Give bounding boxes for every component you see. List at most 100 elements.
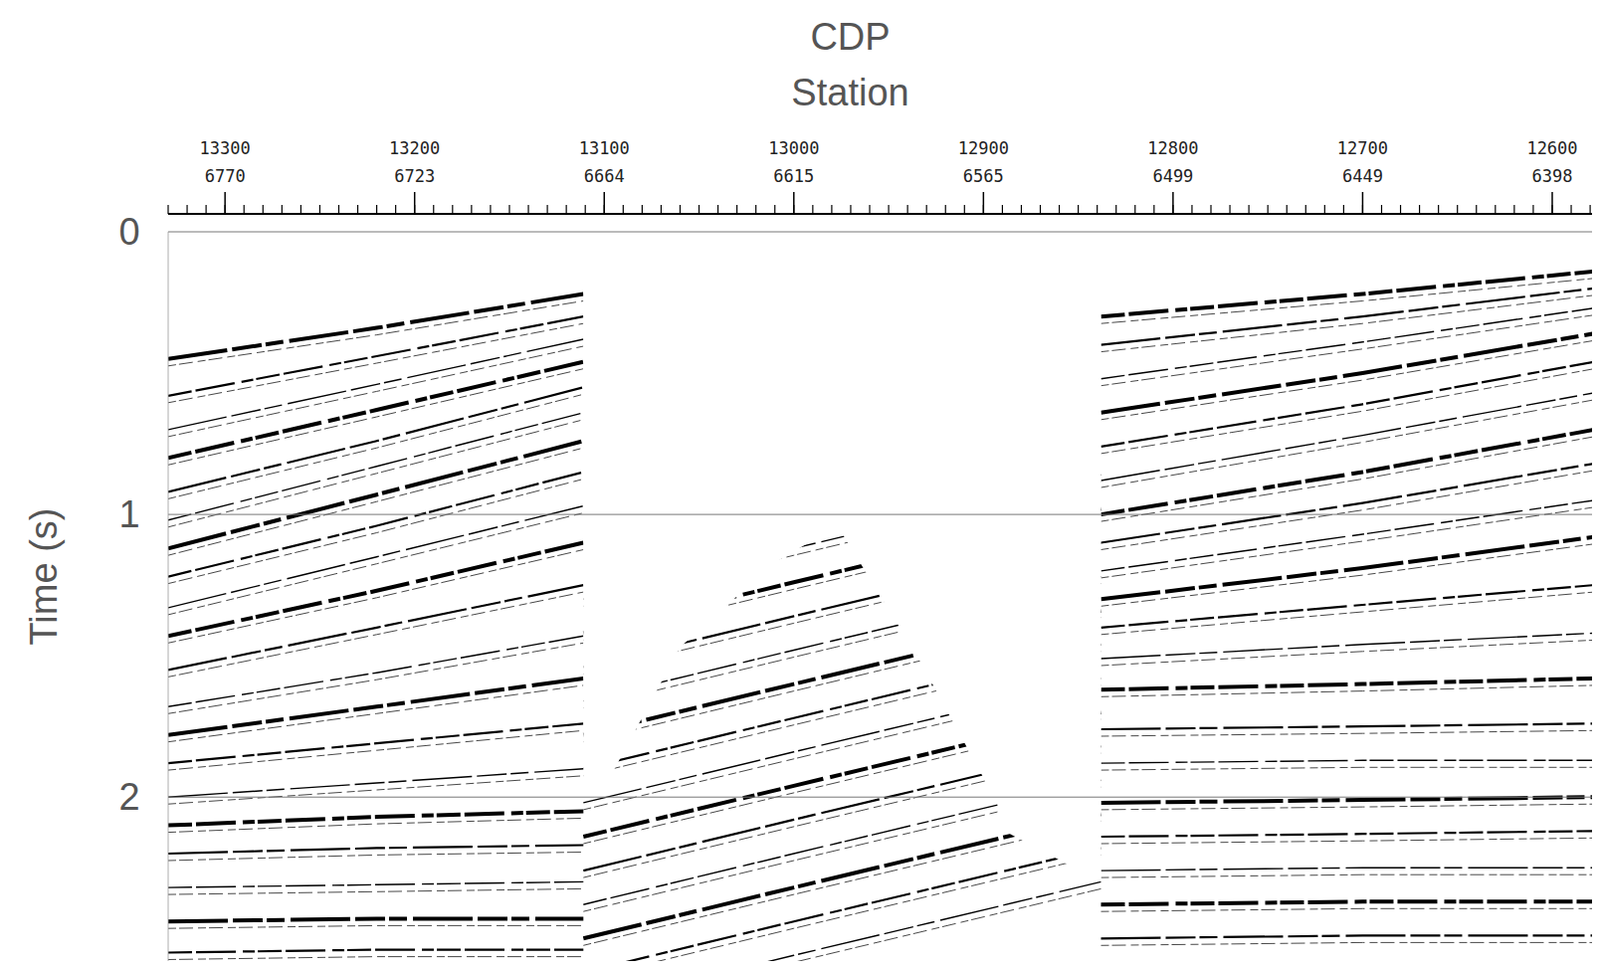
reflector — [1101, 760, 1594, 764]
reflector — [168, 918, 584, 922]
minor-tick — [1058, 204, 1060, 214]
minor-tick — [1570, 204, 1572, 214]
reflector — [1101, 901, 1594, 905]
x-axis-title: CDP — [809, 15, 890, 58]
minor-tick — [1153, 204, 1155, 214]
minor-tick — [679, 204, 681, 214]
x-tick-label: 12800 — [1147, 138, 1199, 159]
minor-tick — [1001, 204, 1003, 214]
reflector-trace — [1101, 369, 1594, 454]
reflector-trace — [1101, 507, 1594, 579]
minor-tick — [1494, 204, 1496, 214]
minor-tick — [717, 204, 719, 214]
y-tick-label: 0 — [118, 210, 140, 253]
minor-tick — [1400, 204, 1401, 214]
reflector-trace — [168, 346, 584, 437]
x-tick-label: 13000 — [768, 138, 819, 159]
reflector — [1101, 678, 1594, 690]
station-label: 6770 — [204, 166, 246, 187]
minor-tick — [1589, 204, 1591, 214]
reflector — [168, 316, 584, 397]
station-label: 6449 — [1342, 166, 1384, 187]
reflector-trace — [168, 550, 584, 644]
reflector-trace — [168, 730, 584, 771]
reflector-trace — [168, 888, 584, 895]
plot-background — [168, 231, 1593, 962]
x-tick-label: 13100 — [579, 138, 630, 159]
reflector-trace — [1101, 592, 1594, 635]
minor-tick — [470, 204, 472, 214]
reflector — [168, 950, 584, 954]
station-label: 6565 — [963, 166, 1004, 187]
minor-tick — [432, 204, 434, 214]
reflector-trace — [1101, 767, 1594, 771]
reflector — [583, 881, 1101, 962]
reflector — [168, 362, 584, 459]
minor-tick — [508, 204, 510, 214]
minor-tick — [167, 204, 169, 214]
minor-tick — [1513, 204, 1515, 214]
plot-area — [168, 231, 1593, 962]
x-tick-label: 13200 — [389, 138, 440, 159]
minor-tick — [527, 204, 529, 214]
minor-tick — [1248, 204, 1250, 214]
minor-tick — [338, 204, 340, 214]
grid-line — [168, 797, 1593, 799]
x-tick-label: 13300 — [200, 138, 251, 159]
minor-tick — [1324, 204, 1326, 214]
minor-tick — [489, 204, 491, 214]
minor-tick — [945, 204, 947, 214]
reflector — [1101, 393, 1594, 481]
reflector — [1101, 333, 1594, 413]
reflector-trace — [168, 685, 584, 743]
x-tick-label: 12700 — [1337, 138, 1389, 159]
x-tick-label: 12900 — [958, 138, 1009, 159]
minor-tick — [1532, 204, 1534, 214]
minor-tick — [736, 204, 738, 214]
minor-tick — [262, 204, 264, 214]
minor-tick — [205, 204, 207, 214]
minor-tick — [622, 204, 624, 214]
minor-tick — [1134, 204, 1136, 214]
reflector — [1101, 723, 1594, 730]
reflector-trace — [168, 776, 584, 804]
station-label: 6723 — [394, 166, 435, 187]
major-tick — [1172, 192, 1175, 214]
reflector — [1101, 867, 1594, 871]
reflector-trace — [1101, 874, 1594, 878]
reflector-trace — [1101, 942, 1594, 946]
reflector — [168, 387, 584, 492]
minor-tick — [186, 204, 188, 214]
reflector — [168, 678, 584, 736]
reflector — [1101, 585, 1594, 628]
reflector-trace — [1101, 837, 1594, 844]
reflector — [168, 723, 584, 764]
reflector — [1101, 429, 1594, 515]
reflector-trace — [168, 447, 584, 556]
reflector — [1101, 271, 1594, 317]
y-axis-title: Time (s) — [22, 508, 65, 646]
minor-tick — [1115, 204, 1117, 214]
reflector-trace — [168, 925, 584, 929]
minor-tick — [868, 204, 870, 214]
grid-line — [168, 514, 1593, 516]
minor-tick — [1456, 204, 1458, 214]
minor-tick — [1191, 204, 1193, 214]
reflector-trace — [1101, 685, 1594, 697]
reflector — [1101, 288, 1594, 346]
major-tick — [793, 192, 796, 214]
minor-tick — [1267, 204, 1269, 214]
minor-tick — [357, 204, 359, 214]
minor-tick — [660, 204, 662, 214]
reflector — [1101, 308, 1594, 380]
y-axis-line — [168, 231, 170, 962]
reflector — [1101, 537, 1594, 600]
reflector-trace — [1101, 436, 1594, 522]
reflector — [168, 472, 584, 578]
reflector — [1101, 632, 1594, 659]
minor-tick — [887, 204, 889, 214]
minor-tick — [1209, 204, 1211, 214]
minor-tick — [1437, 204, 1439, 214]
reflector — [168, 339, 584, 430]
minor-tick — [319, 204, 321, 214]
